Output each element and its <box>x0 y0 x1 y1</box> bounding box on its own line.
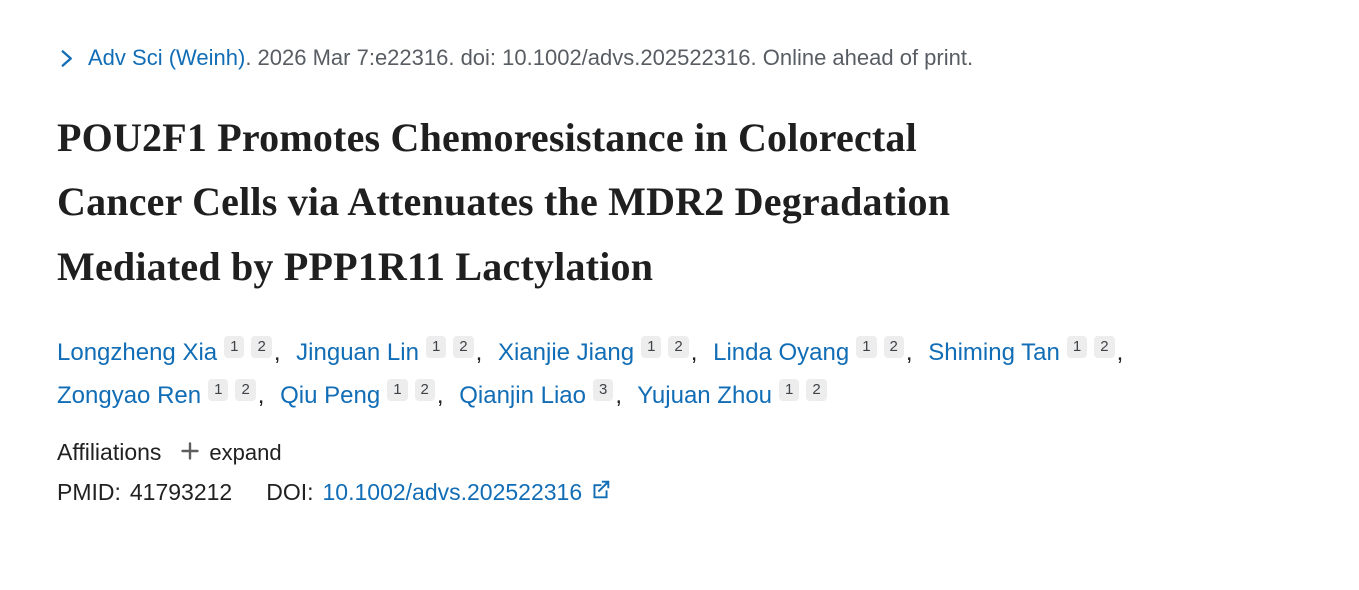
article-header: Adv Sci (Weinh). 2026 Mar 7:e22316. doi:… <box>57 44 1297 506</box>
pmid-value: 41793212 <box>129 479 233 506</box>
author-item: Qiu Peng 1 2 <box>280 378 435 409</box>
pmid-label: PMID: <box>57 479 121 506</box>
author-link[interactable]: Xianjie Jiang <box>497 338 635 366</box>
affiliation-superscript[interactable]: 1 <box>1066 335 1088 358</box>
author-link[interactable]: Zongyao Ren <box>57 381 202 409</box>
author-link[interactable]: Jinguan Lin <box>296 338 419 366</box>
doi-link-text: 10.1002/advs.202522316 <box>322 479 583 506</box>
affiliations-label: Affiliations <box>57 439 162 466</box>
affiliation-superscript[interactable]: 1 <box>641 335 662 358</box>
journal-citation: Adv Sci (Weinh). 2026 Mar 7:e22316. doi:… <box>57 44 1297 76</box>
author-item: Zongyao Ren 1 2 <box>57 378 256 409</box>
author-separator: , <box>905 338 913 366</box>
author-separator: , <box>257 381 265 409</box>
affiliation-superscript[interactable]: 1 <box>224 335 245 358</box>
chevron-right-icon <box>57 47 76 76</box>
affiliation-superscript[interactable]: 2 <box>883 335 904 358</box>
author-link[interactable]: Yujuan Zhou <box>637 381 773 409</box>
affiliation-superscript[interactable]: 2 <box>1094 335 1115 358</box>
author-item: Longzheng Xia 1 2 <box>57 335 272 366</box>
affiliation-superscript[interactable]: 1 <box>425 335 447 358</box>
affiliation-superscript[interactable]: 2 <box>453 335 474 358</box>
author-separator: , <box>690 338 698 366</box>
expand-affiliations-button[interactable]: expand <box>181 439 282 466</box>
doi-label: DOI: <box>266 479 314 506</box>
article-title: POU2F1 Promotes Chemoresistance in Color… <box>57 114 951 290</box>
affiliation-superscript[interactable]: 1 <box>856 335 877 358</box>
external-link-icon[interactable] <box>590 479 611 506</box>
affiliation-superscript[interactable]: 2 <box>235 378 256 401</box>
affiliation-superscript[interactable]: 3 <box>592 378 614 401</box>
author-link[interactable]: Qianjin Liao <box>459 381 586 409</box>
affiliations-row: Affiliations expand <box>57 439 1297 466</box>
author-link[interactable]: Shiming Tan <box>928 338 1060 366</box>
identifiers-row: PMID: 41793212 DOI: 10.1002/advs.2025223… <box>57 479 1297 506</box>
affiliation-superscript[interactable]: 2 <box>668 335 689 358</box>
author-item: Shiming Tan 1 2 <box>928 335 1115 366</box>
author-link[interactable]: Linda Oyang <box>713 338 850 366</box>
author-item: Qianjin Liao 3 <box>459 378 614 409</box>
authors-list: Longzheng Xia 1 2, Jinguan Lin 1 2, Xianjie … <box>57 332 1272 417</box>
affiliation-superscript[interactable]: 1 <box>208 378 229 401</box>
affiliation-superscript[interactable]: 2 <box>414 378 435 401</box>
affiliation-superscript[interactable]: 1 <box>387 378 408 401</box>
author-item: Jinguan Lin 1 2 <box>296 335 474 366</box>
plus-icon <box>181 440 200 466</box>
author-separator: , <box>475 338 483 366</box>
author-item: Xianjie Jiang 1 2 <box>497 335 689 366</box>
expand-affiliations-label: expand <box>209 439 282 465</box>
author-link[interactable]: Longzheng Xia <box>57 338 218 366</box>
affiliation-superscript[interactable]: 1 <box>779 378 800 401</box>
affiliation-superscript[interactable]: 2 <box>251 335 272 358</box>
journal-link[interactable]: Adv Sci (Weinh) <box>88 45 246 70</box>
affiliation-superscript[interactable]: 2 <box>806 378 827 401</box>
author-separator: , <box>273 338 281 366</box>
author-separator: , <box>615 381 622 409</box>
author-separator: , <box>436 381 444 409</box>
citation-details: . 2026 Mar 7:e22316. doi: 10.1002/advs.2… <box>245 45 974 70</box>
author-separator: , <box>1116 338 1124 366</box>
author-item: Linda Oyang 1 2 <box>713 335 904 366</box>
author-link[interactable]: Qiu Peng <box>280 381 381 409</box>
author-item: Yujuan Zhou 1 2 <box>637 378 827 409</box>
doi-link[interactable]: 10.1002/advs.202522316 <box>323 479 612 506</box>
